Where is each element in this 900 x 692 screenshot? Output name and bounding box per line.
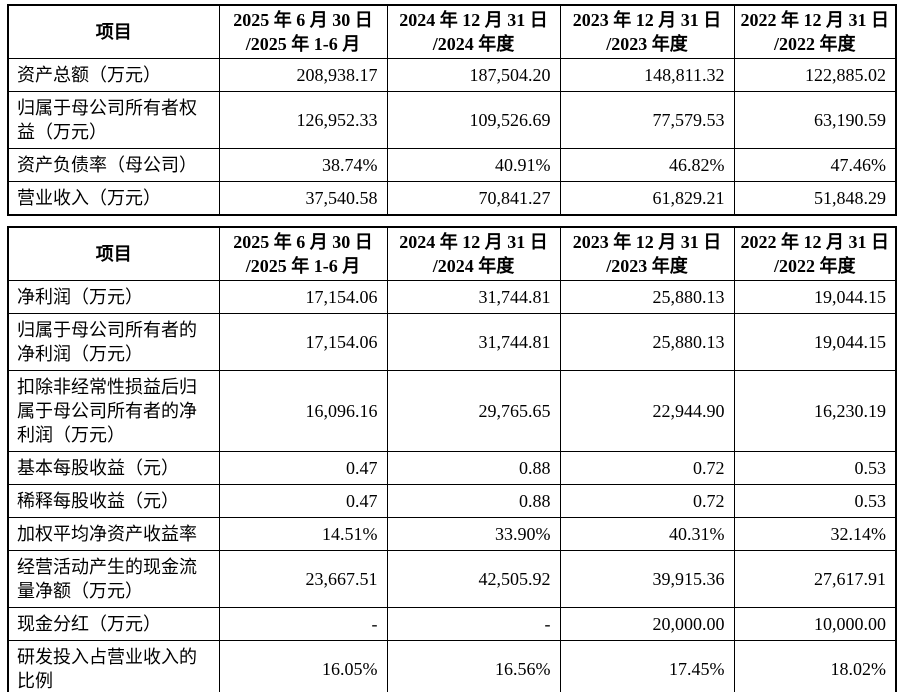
cell-value: 0.47 (218, 451, 388, 485)
cell-value: 17,154.06 (218, 313, 388, 371)
column-header-period: 2025 年 6 月 30 日 /2025 年 1-6 月 (218, 226, 388, 281)
cell-value: 126,952.33 (218, 91, 388, 149)
cell-value: 47.46% (733, 148, 897, 182)
row-label: 营业收入（万元） (7, 181, 220, 216)
column-header-period: 2022 年 12 月 31 日 /2022 年度 (733, 4, 897, 59)
cell-value: 109,526.69 (386, 91, 561, 149)
table-row: 研发投入占营业收入的 比例 16.05% 16.56% 17.45% 18.02% (7, 640, 897, 692)
header-row: 项目 2025 年 6 月 30 日 /2025 年 1-6 月 2024 年 12… (7, 226, 897, 281)
cell-value: 122,885.02 (733, 58, 897, 92)
cell-value: 19,044.15 (733, 280, 897, 314)
table-row: 资产负债率（母公司） 38.74% 40.91% 46.82% 47.46% (7, 148, 897, 182)
cell-value: 17,154.06 (218, 280, 388, 314)
cell-value: 29,765.65 (386, 370, 561, 452)
table-row: 营业收入（万元） 37,540.58 70,841.27 61,829.21 51,84… (7, 181, 897, 216)
table-row: 经营活动产生的现金流 量净额（万元） 23,667.51 42,505.92 39,9… (7, 550, 897, 608)
table-row: 基本每股收益（元） 0.47 0.88 0.72 0.53 (7, 451, 897, 485)
cell-value: 77,579.53 (559, 91, 735, 149)
cell-value: 63,190.59 (733, 91, 897, 149)
row-label: 归属于母公司所有者的 净利润（万元） (7, 313, 220, 371)
column-header-period: 2023 年 12 月 31 日 /2023 年度 (559, 4, 735, 59)
cell-value: 0.53 (733, 484, 897, 518)
cell-value: 0.72 (559, 484, 735, 518)
cell-value: 148,811.32 (559, 58, 735, 92)
cell-value: 18.02% (733, 640, 897, 692)
cell-value: 17.45% (559, 640, 735, 692)
row-label: 扣除非经常性损益后归 属于母公司所有者的净 利润（万元） (7, 370, 220, 452)
cell-value: 61,829.21 (559, 181, 735, 216)
cell-value: 14.51% (218, 517, 388, 551)
cell-value: - (218, 607, 388, 641)
row-label: 稀释每股收益（元） (7, 484, 220, 518)
financial-table-assets-revenue: 项目 2025 年 6 月 30 日 /2025 年 1-6 月 2024 年 12… (7, 4, 897, 216)
cell-value: 16.56% (386, 640, 561, 692)
cell-value: 38.74% (218, 148, 388, 182)
column-header-item: 项目 (7, 226, 220, 281)
cell-value: - (386, 607, 561, 641)
cell-value: 46.82% (559, 148, 735, 182)
column-header-item: 项目 (7, 4, 220, 59)
cell-value: 208,938.17 (218, 58, 388, 92)
header-row: 项目 2025 年 6 月 30 日 /2025 年 1-6 月 2024 年 12… (7, 4, 897, 59)
cell-value: 37,540.58 (218, 181, 388, 216)
cell-value: 32.14% (733, 517, 897, 551)
cell-value: 16,096.16 (218, 370, 388, 452)
cell-value: 40.31% (559, 517, 735, 551)
cell-value: 31,744.81 (386, 313, 561, 371)
column-header-period: 2022 年 12 月 31 日 /2022 年度 (733, 226, 897, 281)
table-row: 加权平均净资产收益率 14.51% 33.90% 40.31% 32.14% (7, 517, 897, 551)
cell-value: 0.47 (218, 484, 388, 518)
cell-value: 31,744.81 (386, 280, 561, 314)
column-header-period: 2024 年 12 月 31 日 /2024 年度 (386, 226, 561, 281)
row-label: 净利润（万元） (7, 280, 220, 314)
row-label: 经营活动产生的现金流 量净额（万元） (7, 550, 220, 608)
row-label: 归属于母公司所有者权 益（万元） (7, 91, 220, 149)
table-header: 项目 2025 年 6 月 30 日 /2025 年 1-6 月 2024 年 12… (7, 226, 897, 281)
financial-table-profit-cashflow: 项目 2025 年 6 月 30 日 /2025 年 1-6 月 2024 年 12… (7, 226, 897, 692)
table-row: 扣除非经常性损益后归 属于母公司所有者的净 利润（万元） 16,096.16 29,… (7, 370, 897, 452)
table-row: 归属于母公司所有者的 净利润（万元） 17,154.06 31,744.81 25,8… (7, 313, 897, 371)
cell-value: 16.05% (218, 640, 388, 692)
row-label: 基本每股收益（元） (7, 451, 220, 485)
row-label: 资产负债率（母公司） (7, 148, 220, 182)
cell-value: 0.88 (386, 451, 561, 485)
table-body: 资产总额（万元） 208,938.17 187,504.20 148,811.32 12… (7, 58, 897, 216)
cell-value: 27,617.91 (733, 550, 897, 608)
row-label: 研发投入占营业收入的 比例 (7, 640, 220, 692)
cell-value: 25,880.13 (559, 280, 735, 314)
cell-value: 23,667.51 (218, 550, 388, 608)
table-row: 归属于母公司所有者权 益（万元） 126,952.33 109,526.69 77,5… (7, 91, 897, 149)
cell-value: 20,000.00 (559, 607, 735, 641)
row-label: 资产总额（万元） (7, 58, 220, 92)
cell-value: 39,915.36 (559, 550, 735, 608)
cell-value: 40.91% (386, 148, 561, 182)
cell-value: 25,880.13 (559, 313, 735, 371)
cell-value: 22,944.90 (559, 370, 735, 452)
cell-value: 10,000.00 (733, 607, 897, 641)
cell-value: 0.88 (386, 484, 561, 518)
column-header-period: 2023 年 12 月 31 日 /2023 年度 (559, 226, 735, 281)
row-label: 加权平均净资产收益率 (7, 517, 220, 551)
cell-value: 0.53 (733, 451, 897, 485)
table-body: 净利润（万元） 17,154.06 31,744.81 25,880.13 19,044… (7, 280, 897, 692)
cell-value: 0.72 (559, 451, 735, 485)
cell-value: 19,044.15 (733, 313, 897, 371)
table-row: 净利润（万元） 17,154.06 31,744.81 25,880.13 19,044… (7, 280, 897, 314)
cell-value: 16,230.19 (733, 370, 897, 452)
table-header: 项目 2025 年 6 月 30 日 /2025 年 1-6 月 2024 年 12… (7, 4, 897, 59)
column-header-period: 2025 年 6 月 30 日 /2025 年 1-6 月 (218, 4, 388, 59)
table-row: 现金分红（万元） - -20,000.00 10,000.00 (7, 607, 897, 641)
table-row: 资产总额（万元） 208,938.17 187,504.20 148,811.32 12… (7, 58, 897, 92)
row-label: 现金分红（万元） (7, 607, 220, 641)
table-row: 稀释每股收益（元） 0.47 0.88 0.72 0.53 (7, 484, 897, 518)
cell-value: 187,504.20 (386, 58, 561, 92)
cell-value: 42,505.92 (386, 550, 561, 608)
cell-value: 51,848.29 (733, 181, 897, 216)
cell-value: 33.90% (386, 517, 561, 551)
cell-value: 70,841.27 (386, 181, 561, 216)
column-header-period: 2024 年 12 月 31 日 /2024 年度 (386, 4, 561, 59)
